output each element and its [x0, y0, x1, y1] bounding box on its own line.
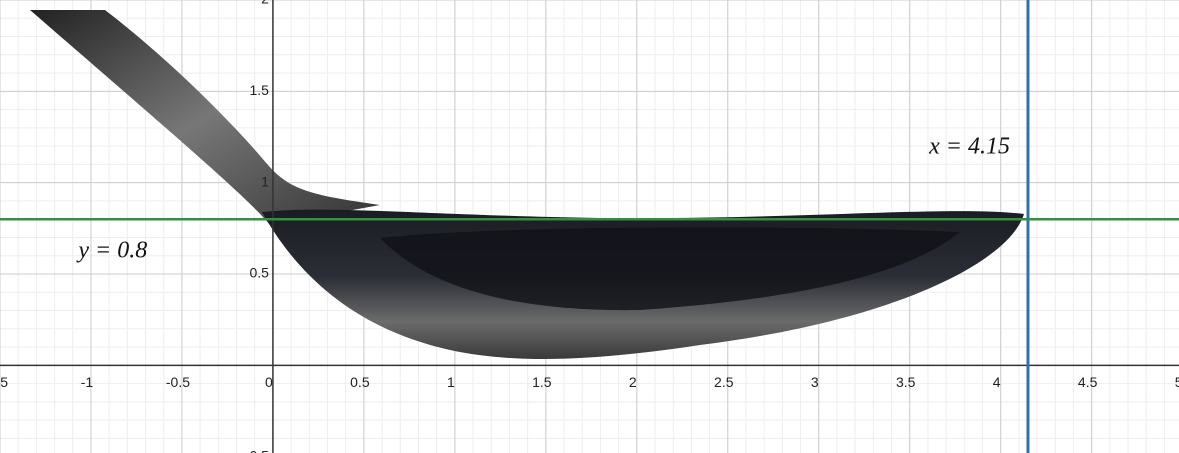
x-tick-label: 3.5	[896, 374, 916, 390]
y-tick-label: 1	[261, 173, 269, 189]
x-tick-label: -0.5	[166, 374, 190, 390]
x-tick-label: 5	[1175, 374, 1179, 390]
x-tick-label: 2	[629, 374, 637, 390]
line-label: x = 4.15	[928, 133, 1010, 159]
x-tick-label: 0.5	[350, 374, 370, 390]
x-tick-label: 3	[811, 374, 819, 390]
x-tick-label: 1.5	[532, 374, 552, 390]
spoon-image	[30, 10, 1024, 360]
y-tick-label: 0.5	[249, 265, 269, 281]
x-tick-label: 4.5	[1078, 374, 1098, 390]
x-tick-label: 0	[265, 374, 273, 390]
y-tick-label: 2	[261, 0, 269, 7]
x-tick-label: -1.5	[0, 374, 8, 390]
x-tick-label: 2.5	[714, 374, 734, 390]
y-tick-label: 1.5	[249, 82, 269, 98]
y-tick-label: -0.5	[245, 447, 269, 453]
x-tick-label: -1	[81, 374, 94, 390]
x-tick-label: 1	[447, 374, 455, 390]
x-tick-label: 4	[993, 374, 1001, 390]
line-label: y = 0.8	[76, 238, 147, 264]
